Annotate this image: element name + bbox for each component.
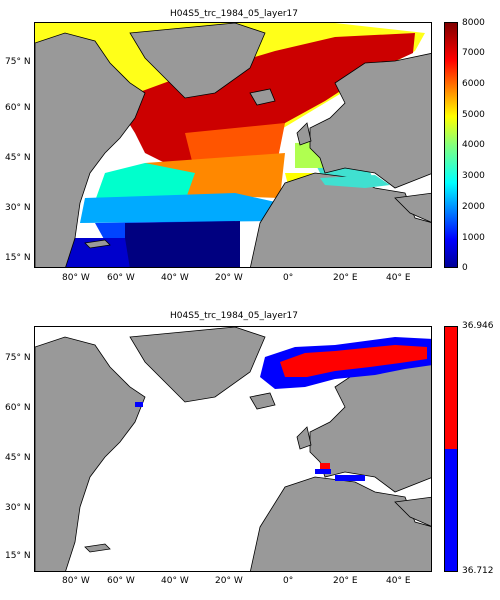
map2-tracer-field	[135, 337, 431, 481]
map1-mediterranean	[320, 175, 390, 188]
map2-lon-80w: 80° W	[62, 576, 90, 586]
map1-cbar-tick-4000: 4000	[462, 140, 485, 150]
map1-cbar-tick-1000: 1000	[462, 233, 485, 243]
map1-lon-20e: 20° E	[333, 273, 358, 283]
map1-cbar-tick-7000: 7000	[462, 48, 485, 58]
map1-lon-40w: 40° W	[161, 273, 189, 283]
map1-lat-45: 45° N	[5, 153, 31, 163]
map2-lon-40w: 40° W	[161, 576, 189, 586]
map1-lat-60: 60° N	[5, 103, 31, 113]
map2-lat-15: 15° N	[5, 551, 31, 561]
map2-colorbar-red	[445, 327, 457, 449]
map2-lon-60w: 60° W	[107, 576, 135, 586]
map1-lon-20w: 20° W	[215, 273, 243, 283]
map1-cbar-tick-6000: 6000	[462, 79, 485, 89]
map1-lat-30: 30° N	[5, 203, 31, 213]
map2-lat-45: 45° N	[5, 453, 31, 463]
map2-lon-0: 0°	[283, 576, 294, 586]
map1-lon-40e: 40° E	[386, 273, 411, 283]
map2-lat-30: 30° N	[5, 503, 31, 513]
map1-colorbar	[444, 22, 458, 268]
map1-cbar-tick-3000: 3000	[462, 171, 485, 181]
map1-lon-80w: 80° W	[62, 273, 90, 283]
map1-colorbar-gradient	[445, 23, 457, 267]
map2-land	[35, 327, 431, 571]
map2-cbar-min: 36.712	[462, 566, 494, 576]
map1-lon-60w: 60° W	[107, 273, 135, 283]
map1-lat-75: 75° N	[5, 57, 31, 67]
map2-lon-40e: 40° E	[386, 576, 411, 586]
map2-plot	[34, 326, 432, 572]
map1-lon-0: 0°	[283, 273, 294, 283]
map2-lon-20w: 20° W	[215, 576, 243, 586]
map2-svg	[35, 327, 431, 571]
map2-lon-20e: 20° E	[333, 576, 358, 586]
map2-lat-75: 75° N	[5, 353, 31, 363]
map1-svg	[35, 23, 431, 267]
map1-title: H04S5_trc_1984_05_layer17	[169, 9, 299, 19]
map2-colorbar-blue	[445, 449, 457, 571]
map1-cbar-tick-0: 0	[462, 263, 468, 273]
map1-land	[35, 23, 431, 267]
map2-cbar-max: 36.946	[462, 321, 494, 331]
map1-cbar-tick-5000: 5000	[462, 110, 485, 120]
map2-lat-60: 60° N	[5, 403, 31, 413]
map1-plot	[34, 22, 432, 268]
map2-colorbar	[444, 326, 458, 572]
map2-title: H04S5_trc_1984_05_layer17	[169, 311, 299, 321]
map1-lat-15: 15° N	[5, 253, 31, 263]
map1-cbar-tick-8000: 8000	[462, 18, 485, 28]
map1-cbar-tick-2000: 2000	[462, 202, 485, 212]
